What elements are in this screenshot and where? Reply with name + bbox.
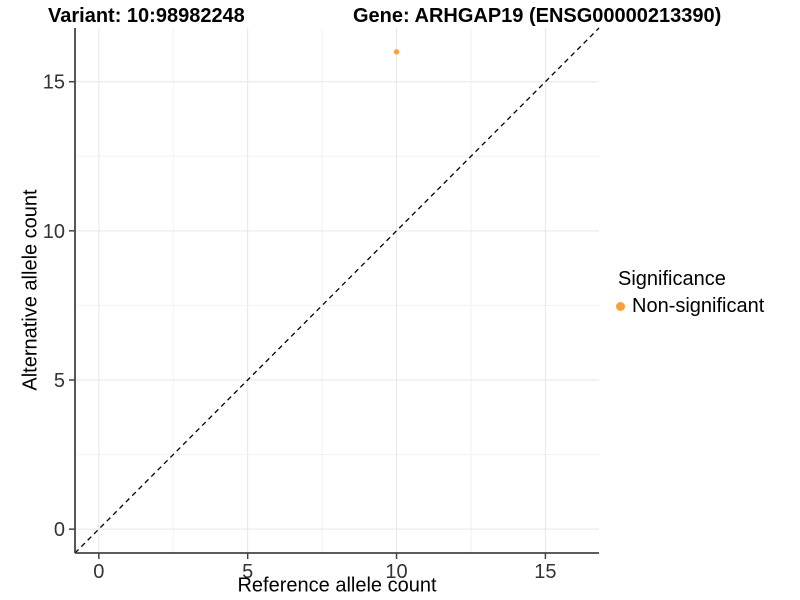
gene-title: Gene: ARHGAP19 (ENSG00000213390) xyxy=(353,5,722,27)
y-tick-label: 10 xyxy=(43,221,65,243)
legend-item-non-significant: Non-significant xyxy=(616,295,764,318)
variant-title: Variant: 10:98982248 xyxy=(48,5,245,27)
x-tick-label: 0 xyxy=(93,561,104,583)
legend: Significance Non-significant xyxy=(616,268,764,318)
legend-point-icon xyxy=(616,302,625,311)
legend-title: Significance xyxy=(618,268,726,290)
y-tick-label: 0 xyxy=(54,519,65,541)
identity-dashed-line xyxy=(74,27,600,554)
y-tick-label: 5 xyxy=(54,370,65,392)
y-tick-label: 15 xyxy=(43,72,65,94)
x-tick-label: 10 xyxy=(385,561,407,583)
x-tick-label: 5 xyxy=(242,561,253,583)
y-axis-label: Alternative allele count xyxy=(19,189,42,391)
x-tick-label: 15 xyxy=(534,561,556,583)
x-axis-label: Reference allele count xyxy=(237,574,437,597)
legend-item-label: Non-significant xyxy=(632,295,765,317)
data-point xyxy=(393,49,400,55)
